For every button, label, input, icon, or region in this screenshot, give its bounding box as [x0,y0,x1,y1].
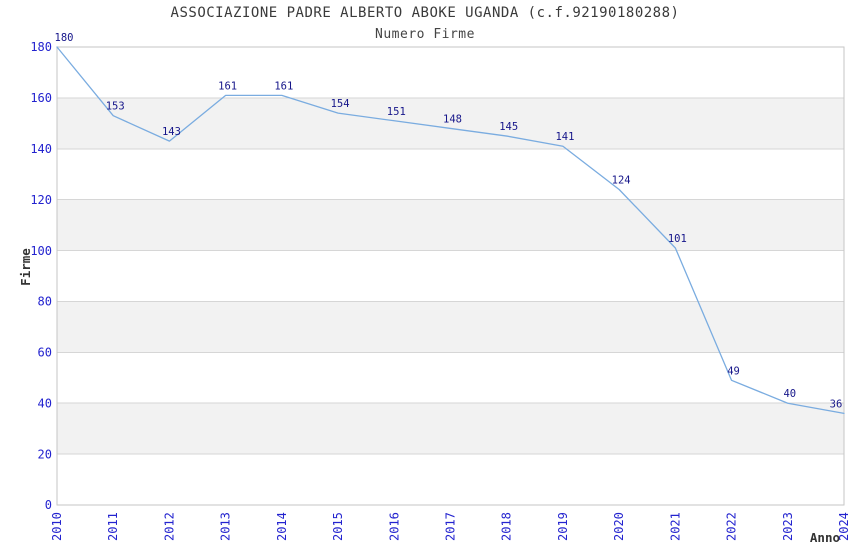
data-label: 148 [443,113,462,125]
data-label: 180 [55,32,74,44]
data-label: 154 [331,98,350,110]
y-tick-label: 140 [30,142,52,156]
data-label: 151 [387,106,406,118]
x-tick-label: 2013 [219,512,233,541]
plot-band [57,250,844,302]
data-label: 141 [555,131,574,143]
data-label: 49 [727,365,740,377]
y-tick-label: 60 [38,346,52,360]
y-axis-title: Firme [18,248,33,286]
chart-subtitle: Numero Firme [375,27,475,42]
y-tick-label: 0 [45,498,52,512]
data-label: 161 [274,80,293,92]
y-tick-label: 180 [30,40,52,54]
y-tick-label: 20 [38,447,52,461]
plot-band [57,97,844,149]
x-tick-label: 2012 [162,512,176,541]
x-tick-label: 2023 [781,512,795,541]
chart-title: ASSOCIAZIONE PADRE ALBERTO ABOKE UGANDA … [170,5,680,21]
x-tick-label: 2011 [106,512,120,541]
x-tick-label: 2021 [668,512,682,541]
y-tick-label: 160 [30,91,52,105]
x-tick-label: 2017 [444,512,458,541]
x-axis-title: Anno [810,530,840,545]
data-label: 124 [612,174,631,186]
x-tick-label: 2010 [50,512,64,541]
x-tick-label: 2022 [725,512,739,541]
y-tick-label: 80 [38,295,52,309]
plot-band [57,301,844,353]
data-label: 101 [668,233,687,245]
plot-band [57,148,844,200]
y-tick-label: 120 [30,193,52,207]
x-tick-label: 2015 [331,512,345,541]
data-label: 36 [830,398,843,410]
data-label: 143 [162,126,181,138]
data-label: 161 [218,80,237,92]
y-tick-label: 40 [38,396,52,410]
x-tick-label: 2019 [556,512,570,541]
x-tick-label: 2024 [837,512,850,541]
x-tick-label: 2020 [612,512,626,541]
x-tick-label: 2018 [500,512,514,541]
x-tick-label: 2014 [275,512,289,541]
data-label: 153 [106,101,125,113]
data-label: 145 [499,121,518,133]
data-label: 40 [783,388,796,400]
plot-band [57,47,844,98]
plot-border [56,46,845,506]
y-tick-label: 100 [30,244,52,258]
series-line [56,46,845,415]
plot-band [57,199,844,251]
plot-band [57,454,844,505]
plot-band [57,403,844,455]
x-tick-label: 2016 [387,512,401,541]
plot-band [57,352,844,404]
